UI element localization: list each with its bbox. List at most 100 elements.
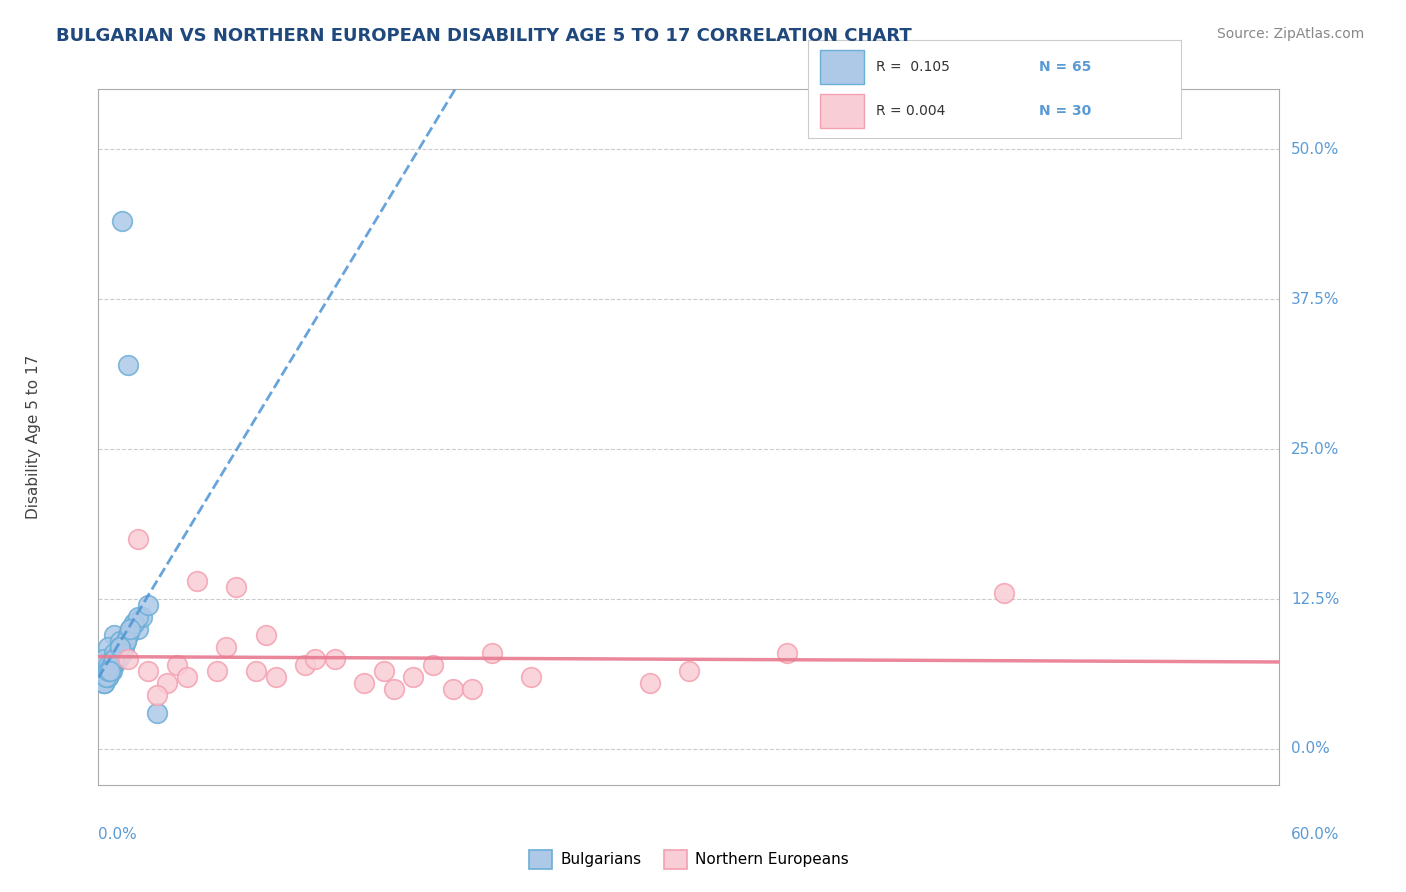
Point — [166, 658, 188, 673]
Point — [111, 646, 134, 660]
Point — [111, 646, 134, 660]
Point — [127, 532, 149, 546]
Point — [117, 628, 139, 642]
Legend: Bulgarians, Northern Europeans: Bulgarians, Northern Europeans — [523, 844, 855, 875]
Point — [98, 658, 121, 673]
Bar — [820, 95, 865, 128]
Point — [111, 214, 134, 228]
Text: 50.0%: 50.0% — [1291, 142, 1340, 157]
Point — [225, 580, 247, 594]
Point — [520, 670, 543, 684]
Point — [98, 664, 121, 678]
Point — [136, 664, 159, 678]
Point — [112, 640, 135, 654]
Point — [103, 646, 125, 660]
Point — [105, 652, 128, 666]
Point — [205, 664, 228, 678]
Point — [176, 670, 198, 684]
Point — [97, 664, 120, 678]
Point — [101, 658, 124, 673]
Point — [101, 664, 124, 678]
Point — [115, 634, 138, 648]
Point — [103, 658, 125, 673]
Point — [441, 681, 464, 696]
Point — [146, 706, 169, 720]
Point — [245, 664, 267, 678]
Text: R = 0.004: R = 0.004 — [876, 103, 945, 118]
Point — [93, 676, 115, 690]
Point — [131, 610, 153, 624]
Point — [117, 628, 139, 642]
Point — [93, 652, 115, 666]
Point — [105, 652, 128, 666]
Point — [215, 640, 238, 654]
Point — [103, 628, 125, 642]
Point — [96, 670, 118, 684]
Point — [107, 646, 129, 660]
Text: N = 30: N = 30 — [1039, 103, 1091, 118]
Point — [108, 640, 131, 654]
Text: 0.0%: 0.0% — [98, 827, 138, 842]
Point — [638, 676, 661, 690]
Point — [122, 615, 145, 630]
Text: R =  0.105: R = 0.105 — [876, 60, 949, 74]
Point — [118, 622, 141, 636]
Point — [122, 615, 145, 630]
Point — [103, 652, 125, 666]
Point — [93, 676, 115, 690]
Point — [678, 664, 700, 678]
Point — [98, 664, 121, 678]
Bar — [820, 50, 865, 85]
Point — [264, 670, 287, 684]
Point — [97, 658, 120, 673]
Text: 0.0%: 0.0% — [1291, 741, 1330, 756]
Point — [111, 646, 134, 660]
Text: Source: ZipAtlas.com: Source: ZipAtlas.com — [1216, 27, 1364, 41]
Point — [373, 664, 395, 678]
Text: 37.5%: 37.5% — [1291, 292, 1340, 307]
Point — [105, 652, 128, 666]
Point — [481, 646, 503, 660]
Point — [101, 658, 124, 673]
Text: BULGARIAN VS NORTHERN EUROPEAN DISABILITY AGE 5 TO 17 CORRELATION CHART: BULGARIAN VS NORTHERN EUROPEAN DISABILIT… — [56, 27, 912, 45]
Point — [107, 652, 129, 666]
Text: 60.0%: 60.0% — [1291, 827, 1340, 842]
Point — [108, 634, 131, 648]
Point — [101, 658, 124, 673]
Point — [136, 598, 159, 612]
Point — [107, 652, 129, 666]
Text: 12.5%: 12.5% — [1291, 591, 1340, 607]
Point — [156, 676, 179, 690]
Point — [294, 658, 316, 673]
Text: Disability Age 5 to 17: Disability Age 5 to 17 — [25, 355, 41, 519]
Point — [98, 664, 121, 678]
Point — [98, 664, 121, 678]
Text: N = 65: N = 65 — [1039, 60, 1092, 74]
Point — [323, 652, 346, 666]
Point — [96, 664, 118, 678]
Point — [422, 658, 444, 673]
Point — [107, 652, 129, 666]
Point — [108, 640, 131, 654]
Point — [101, 658, 124, 673]
Point — [97, 664, 120, 678]
Point — [304, 652, 326, 666]
Point — [127, 610, 149, 624]
Point — [402, 670, 425, 684]
Point — [254, 628, 277, 642]
Point — [117, 652, 139, 666]
Point — [108, 640, 131, 654]
Point — [115, 634, 138, 648]
Point — [91, 670, 114, 684]
Point — [127, 622, 149, 636]
Point — [112, 640, 135, 654]
Point — [97, 670, 120, 684]
Point — [776, 646, 799, 660]
Point — [993, 586, 1015, 600]
Point — [146, 688, 169, 702]
Point — [96, 670, 118, 684]
Point — [186, 574, 208, 588]
Point — [97, 640, 120, 654]
Text: 25.0%: 25.0% — [1291, 442, 1340, 457]
Point — [98, 664, 121, 678]
